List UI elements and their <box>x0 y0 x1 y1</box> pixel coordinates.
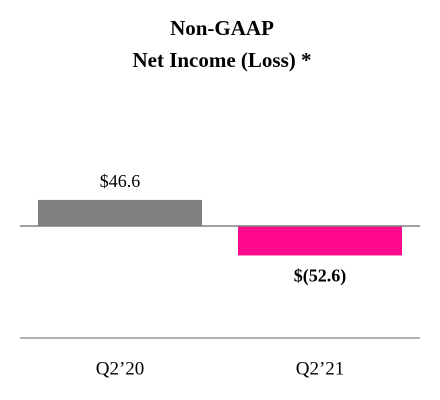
bar <box>38 199 202 226</box>
bar <box>238 226 402 256</box>
value-label: $(52.6) <box>294 266 347 287</box>
value-label: $46.6 <box>100 171 141 191</box>
chart-title: Net Income (Loss) * <box>132 48 311 72</box>
x-tick-label: Q2’21 <box>296 358 345 379</box>
chart-title: Non-GAAP <box>170 16 274 40</box>
x-tick-label: Q2’20 <box>96 358 145 379</box>
